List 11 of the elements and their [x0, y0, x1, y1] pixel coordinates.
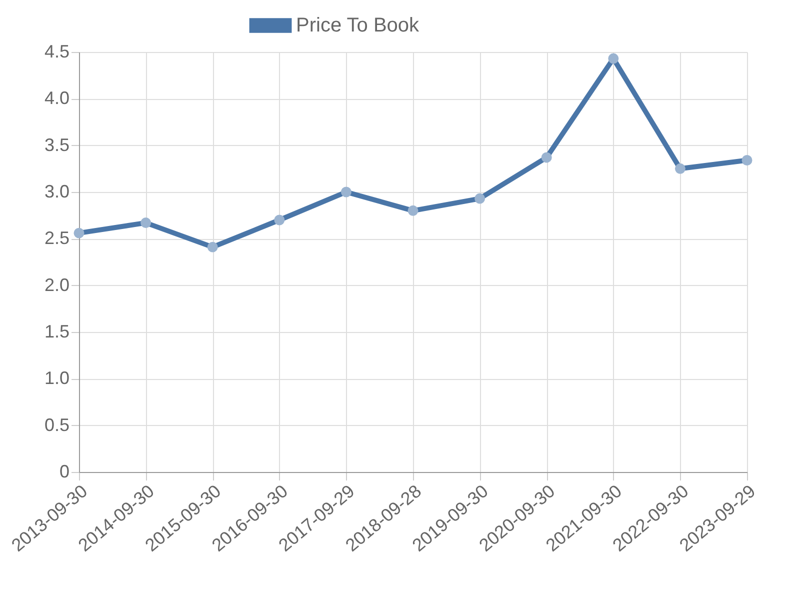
- y-tick-label: 0: [59, 462, 70, 482]
- y-tick-label: 4.0: [44, 88, 70, 108]
- y-tick-label: 4.5: [44, 42, 70, 62]
- y-tick-label: 2.5: [44, 228, 70, 248]
- legend-label: Price To Book: [296, 14, 420, 36]
- y-tick-label: 1.5: [44, 322, 70, 342]
- y-tick-label: 2.0: [44, 274, 70, 295]
- y-tick-label: 3.5: [44, 134, 70, 155]
- y-tick-label: 0.5: [44, 414, 70, 435]
- y-tick-label: 1.0: [44, 368, 70, 388]
- y-tick-label: 3.0: [44, 182, 70, 202]
